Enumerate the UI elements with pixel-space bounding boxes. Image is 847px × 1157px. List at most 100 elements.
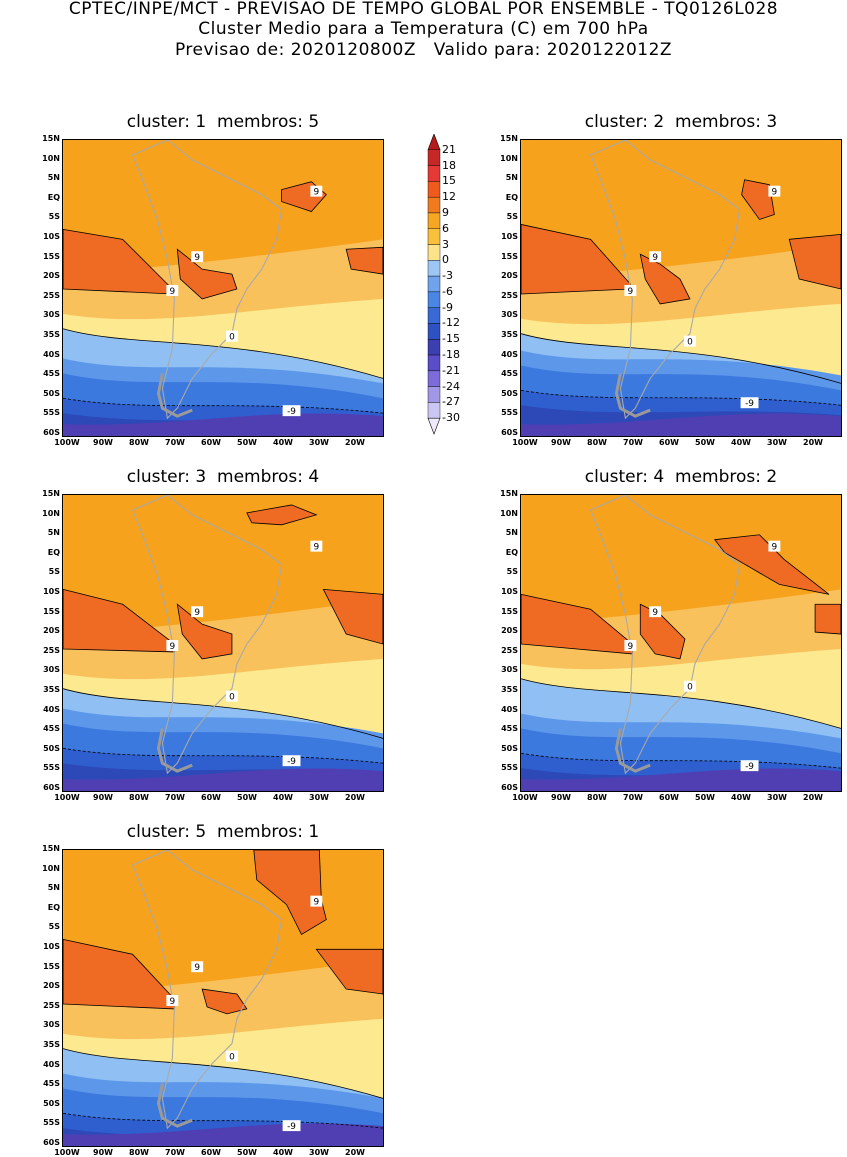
y-tick-label: 45S	[43, 1079, 60, 1089]
y-tick-label: 30S	[43, 310, 60, 320]
panel-title-3: cluster: 3 membros: 4	[126, 467, 320, 487]
x-tick-label: 90W	[93, 793, 113, 802]
x-tick-label: 60W	[659, 793, 679, 802]
x-tick-label: 20W	[345, 793, 365, 802]
x-tick-label: 60W	[201, 793, 221, 802]
y-tick-label: 10S	[43, 232, 60, 241]
y-tick-label: 25S	[501, 645, 518, 655]
panel-title-2: cluster: 2 membros: 3	[584, 112, 778, 132]
y-tick-label: 60S	[501, 428, 518, 437]
x-tick-label: 90W	[551, 793, 571, 802]
y-tick-label: 50S	[501, 743, 518, 753]
y-tick-label: 20S	[43, 981, 60, 991]
legend-value-label: -27	[442, 395, 460, 409]
x-tick-label: 80W	[587, 438, 607, 447]
y-tick-label: 10S	[501, 232, 518, 241]
y-tick-label: 30S	[501, 310, 518, 320]
x-tick-label: 70W	[165, 793, 185, 802]
x-tick-label: 30W	[767, 793, 787, 802]
legend-swatch	[427, 149, 441, 166]
legend-swatch	[427, 212, 441, 229]
y-tick-label: EQ	[47, 192, 60, 202]
legend-swatch	[427, 165, 441, 182]
y-tick-label: 45S	[501, 369, 518, 379]
legend-swatch	[427, 354, 441, 372]
contour-label: 0	[687, 683, 693, 693]
contour-label: 0	[229, 333, 235, 343]
y-tick-label: 25S	[43, 290, 60, 300]
panel-title-5: cluster: 5 membros: 1	[126, 822, 320, 842]
x-tick-label: 100W	[512, 438, 538, 447]
y-tick-label: 15S	[43, 606, 60, 616]
contour-label: 0	[229, 693, 235, 703]
y-tick-label: 15N	[500, 489, 518, 498]
y-tick-label: 5S	[48, 212, 60, 222]
header-line-2: Cluster Medio para a Temperatura (C) em …	[198, 19, 649, 39]
x-tick-label: 50W	[237, 793, 257, 802]
y-tick-label: 40S	[501, 349, 518, 359]
y-tick-label: 20S	[501, 271, 518, 281]
x-tick-label: 70W	[165, 1148, 185, 1157]
legend-swatch	[427, 260, 441, 277]
x-tick-label: 40W	[273, 793, 293, 802]
contour-label: 9	[314, 898, 320, 908]
y-tick-label: EQ	[47, 902, 60, 912]
x-tick-label: 80W	[587, 793, 607, 802]
x-tick-label: 20W	[803, 438, 823, 447]
x-tick-label: 60W	[201, 438, 221, 447]
legend-value-label: 18	[442, 158, 456, 172]
y-tick-label: 35S	[501, 685, 518, 694]
y-tick-label: 10S	[501, 587, 518, 596]
y-tick-label: 15N	[42, 134, 60, 143]
y-tick-label: 60S	[43, 783, 60, 792]
y-tick-label: 5N	[47, 528, 60, 538]
legend-value-label: -24	[442, 379, 460, 393]
y-tick-label: 35S	[43, 685, 60, 694]
contour-label: 9	[652, 608, 658, 618]
x-tick-label: 50W	[237, 1148, 257, 1157]
y-tick-label: 40S	[501, 704, 518, 714]
contour-label: 9	[194, 253, 200, 263]
y-tick-label: 10S	[43, 587, 60, 596]
y-tick-label: 5S	[506, 212, 518, 222]
map-panel-3: 9 9 9 0 -9	[62, 494, 384, 792]
y-tick-label: 25S	[43, 645, 60, 655]
x-tick-label: 20W	[345, 438, 365, 447]
y-tick-label: 35S	[43, 330, 60, 339]
panel-title-4: cluster: 4 membros: 2	[584, 467, 778, 487]
y-tick-label: 60S	[43, 1138, 60, 1147]
y-tick-label: 60S	[43, 428, 60, 437]
contour-label: 0	[687, 338, 693, 348]
y-tick-label: 35S	[501, 330, 518, 339]
color-legend	[427, 134, 441, 435]
y-tick-label: 50S	[43, 1098, 60, 1108]
legend-value-label: -15	[442, 332, 460, 346]
legend-value-label: 21	[442, 142, 456, 156]
y-tick-label: 5S	[48, 567, 60, 577]
y-tick-label: 15N	[42, 844, 60, 853]
x-tick-label: 40W	[731, 438, 751, 447]
x-tick-label: 50W	[695, 438, 715, 447]
y-tick-label: 50S	[501, 388, 518, 398]
y-tick-label: 15N	[500, 134, 518, 143]
y-tick-label: EQ	[505, 547, 518, 557]
map-panel-4: 9 9 9 0 -9	[520, 494, 842, 792]
x-tick-label: 80W	[129, 793, 149, 802]
legend-swatch	[427, 307, 441, 324]
y-tick-label: 15S	[43, 961, 60, 971]
y-tick-label: 30S	[43, 1020, 60, 1030]
y-tick-label: 10N	[42, 153, 60, 163]
x-tick-label: 40W	[731, 793, 751, 802]
legend-value-label: -12	[442, 316, 460, 330]
y-tick-label: 45S	[43, 724, 60, 734]
legend-swatch	[427, 275, 441, 293]
legend-swatch	[427, 228, 441, 245]
contour-label: 9	[169, 287, 175, 297]
x-tick-label: 100W	[54, 793, 80, 802]
header-line-1: CPTEC/INPE/MCT - PREVISAO DE TEMPO GLOBA…	[68, 0, 779, 19]
y-tick-label: 40S	[43, 704, 60, 714]
x-tick-label: 40W	[273, 1148, 293, 1157]
y-tick-label: 5N	[47, 173, 60, 183]
y-tick-label: 45S	[43, 369, 60, 379]
map-panel-1: 9 9 9 0 -9	[62, 139, 384, 437]
